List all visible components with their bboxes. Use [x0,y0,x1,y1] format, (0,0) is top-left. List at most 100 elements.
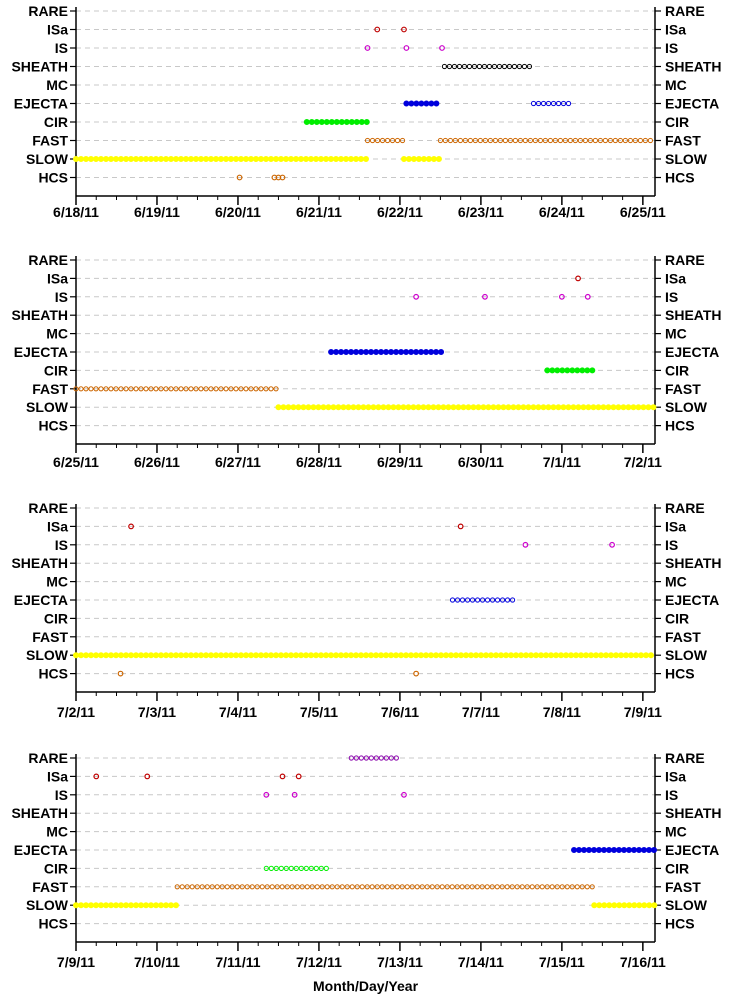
data-point [393,755,399,761]
data-point [325,404,332,411]
data-point [138,386,144,392]
data-point [378,755,384,761]
x-tick-label: 7/6/11 [381,704,419,720]
data-point [474,597,481,603]
y-tick-label-left: EJECTA [14,344,68,360]
y-tick-label-left: IS [55,289,68,305]
data-point [446,63,453,70]
data-point [279,884,285,890]
data-point [299,884,305,890]
data-point [607,137,614,144]
y-tick-label-left: FAST [32,381,68,397]
x-tick-label: 6/20/11 [215,204,261,220]
data-point [418,100,425,107]
data-point [358,755,364,761]
data-point [373,755,379,761]
data-point [613,652,620,659]
data-point [280,404,287,411]
data-point [380,404,387,411]
data-point [264,884,270,890]
data-point [208,386,214,392]
data-point [172,652,179,659]
series-slow-5 [275,404,657,411]
data-point [252,155,259,162]
data-point [616,847,623,854]
data-point [347,155,354,162]
data-point [477,137,484,144]
data-point [310,404,317,411]
series-fast-6 [364,137,406,144]
data-point [523,652,530,659]
data-point [337,652,344,659]
data-point [580,404,587,411]
data-point [583,652,590,659]
data-point [552,137,559,144]
data-point [108,652,115,659]
data-point [647,137,654,144]
data-point [494,597,501,603]
data-point [307,155,314,162]
data-point [103,386,109,392]
data-point [277,652,284,659]
data-point [455,404,462,411]
data-point [323,865,329,872]
data-point [555,404,562,411]
data-point [464,597,471,603]
y-tick-label-left: MC [46,326,68,342]
y-tick-label-left: SLOW [26,897,69,913]
data-point [499,884,505,890]
data-point [257,155,264,162]
data-point [182,155,189,162]
data-point [379,137,386,144]
data-point [578,652,585,659]
data-point [505,404,512,411]
y-tick-label-left: EJECTA [14,592,68,608]
y-tick-label-right: CIR [665,610,689,626]
data-point [469,884,475,890]
data-point [268,865,274,872]
data-point [571,847,578,854]
data-point [118,652,125,659]
data-point [489,884,495,890]
data-point [368,348,375,355]
data-point [506,63,513,70]
data-point [399,137,406,144]
data-point [576,847,583,854]
data-point [472,652,479,659]
data-point [615,404,622,411]
chart-panel-4: RARE RARE ISa ISa IS IS SHEATH SHEATH MC MC EJECTA… [11,750,721,970]
data-point [93,902,100,909]
data-point [333,348,340,355]
data-point [535,100,542,107]
data-point [189,884,195,890]
data-point [405,404,412,411]
data-point [589,367,596,374]
data-point [132,155,139,162]
data-point [227,652,234,659]
y-tick-label-right: HCS [665,666,695,682]
data-point [545,404,552,411]
data-point [395,404,402,411]
data-point [492,137,499,144]
data-point [199,884,205,890]
data-point [178,386,184,392]
data-point [460,404,467,411]
x-tick-label: 7/12/11 [296,954,342,970]
data-point [314,884,320,890]
y-tick-label-right: FAST [665,381,701,397]
data-point [333,119,340,126]
x-axis-title: Month/Day/Year [313,978,419,994]
y-tick-label-right: MC [665,824,687,840]
data-point [522,541,529,548]
data-point [413,348,420,355]
series-ejecta-3 [403,100,440,107]
data-point [630,404,637,411]
data-point [590,404,597,411]
series-ejecta-4 [530,100,572,107]
data-point [465,404,472,411]
data-point [123,902,130,909]
data-point [573,652,580,659]
data-point [247,155,254,162]
data-point [292,652,299,659]
data-point [482,137,489,144]
